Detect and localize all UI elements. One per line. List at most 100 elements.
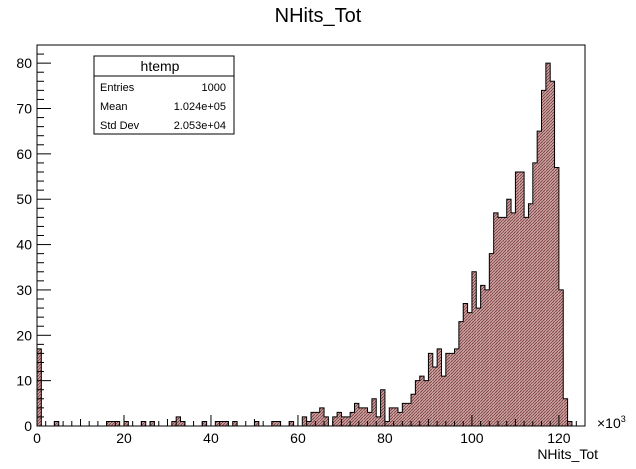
histogram-bar (302, 416, 307, 426)
histogram-bar (489, 253, 494, 426)
histogram-bar (554, 167, 559, 426)
histogram-bar (376, 416, 381, 426)
histogram-bar (389, 407, 394, 426)
y-tick-label: 50 (16, 191, 32, 207)
histogram-bar (515, 172, 520, 426)
histogram-bar (371, 398, 377, 426)
x-tick-label: 0 (33, 430, 41, 446)
histogram-bar (384, 421, 390, 426)
x-tick-label: 40 (203, 430, 219, 446)
x-tick-label: 100 (460, 430, 484, 446)
histogram-bar (315, 412, 320, 426)
histogram-bar (219, 421, 225, 426)
histogram-bar (150, 421, 155, 426)
histogram-bar (354, 403, 359, 426)
histogram-bar (537, 131, 542, 426)
histogram-bar (415, 380, 420, 426)
histogram-bar (54, 421, 59, 426)
x-multiplier: ×103 (597, 414, 626, 431)
histogram-bar (202, 421, 207, 426)
histogram-outline (36, 62, 585, 427)
histogram-bar (254, 421, 259, 426)
stats-box-frame (93, 55, 235, 135)
histogram-bar (541, 90, 546, 426)
x-tick-label: 80 (377, 430, 393, 446)
histogram-bar (176, 416, 181, 426)
histogram-bar (524, 217, 529, 426)
y-axis: 0 10 20 30 40 50 60 70 80 (16, 44, 51, 434)
histogram-bar (380, 389, 385, 426)
y-tick-label: 70 (16, 101, 32, 117)
histogram-bar (324, 416, 329, 426)
histogram-bar (311, 412, 316, 426)
histogram-bar (232, 421, 238, 426)
x-axis: 0 20 40 60 80 100 120 (33, 415, 577, 446)
histogram-bar (484, 289, 490, 426)
histogram-bar (411, 394, 416, 426)
histogram-bar (493, 212, 499, 426)
x-tick-label: 20 (116, 430, 132, 446)
histogram-bar (502, 217, 507, 426)
histogram-bar (567, 421, 572, 426)
stats-mean-label: Mean (100, 101, 128, 113)
stats-entries-label: Entries (100, 82, 135, 94)
y-tick-label: 40 (16, 237, 32, 253)
histogram-bar (37, 348, 42, 426)
histogram-bar (341, 416, 346, 426)
histogram-bar (450, 353, 455, 426)
histogram-bar (406, 403, 412, 426)
histogram-bar (215, 421, 220, 426)
histogram-bar (306, 421, 311, 426)
stats-stddev-value: 2.053e+04 (174, 120, 226, 132)
histogram-bar (528, 203, 533, 426)
histogram-bar (437, 348, 442, 426)
histogram-bar (106, 421, 111, 426)
x-tick-label: 120 (547, 430, 571, 446)
histogram-bar (363, 407, 368, 426)
histogram-bar (358, 407, 364, 426)
y-tick-label: 0 (24, 418, 32, 434)
y-tick-label: 80 (16, 55, 32, 71)
histogram-bar (276, 421, 281, 426)
histogram-bar (467, 312, 472, 426)
y-tick-label: 10 (16, 373, 32, 389)
histogram-bar (319, 407, 325, 426)
x-multiplier-base: ×10 (597, 415, 621, 431)
histogram-bar (271, 421, 277, 426)
histogram-bar (428, 353, 433, 426)
stats-entries-value: 1000 (202, 82, 226, 94)
histogram-bar (498, 217, 503, 426)
histogram-bar (402, 403, 407, 426)
histogram-bar (180, 421, 185, 426)
histogram-bar (432, 367, 438, 426)
histogram-bar (463, 303, 468, 426)
x-tick-label: 60 (290, 430, 306, 446)
histogram-bar (110, 421, 116, 426)
stats-stddev-label: Std Dev (100, 120, 140, 132)
y-tick-label: 30 (16, 282, 32, 298)
histogram-bar (424, 380, 429, 426)
histogram-bar (171, 421, 177, 426)
histogram-bar (419, 376, 425, 426)
chart-title: NHits_Tot (275, 5, 362, 27)
histogram-bar (224, 421, 229, 426)
histogram-bar (545, 63, 551, 427)
y-tick-label: 60 (16, 146, 32, 162)
histogram-bar (441, 376, 446, 426)
histogram-bar (393, 407, 398, 426)
histogram-bar (454, 348, 459, 426)
stats-box-title: htemp (141, 58, 180, 74)
histogram-bars (37, 63, 572, 427)
histogram-bar (445, 353, 451, 426)
y-tick-label: 20 (16, 327, 32, 343)
histogram-bar (532, 162, 538, 426)
histogram-bar (519, 172, 525, 426)
histogram-bar (506, 199, 512, 426)
x-axis-label: NHits_Tot (537, 446, 598, 462)
histogram-bar (480, 285, 485, 426)
histogram-bar (550, 81, 555, 427)
histogram-bar (397, 412, 403, 426)
stats-mean-value: 1.024e+05 (174, 101, 226, 113)
histogram-bar (458, 321, 464, 426)
